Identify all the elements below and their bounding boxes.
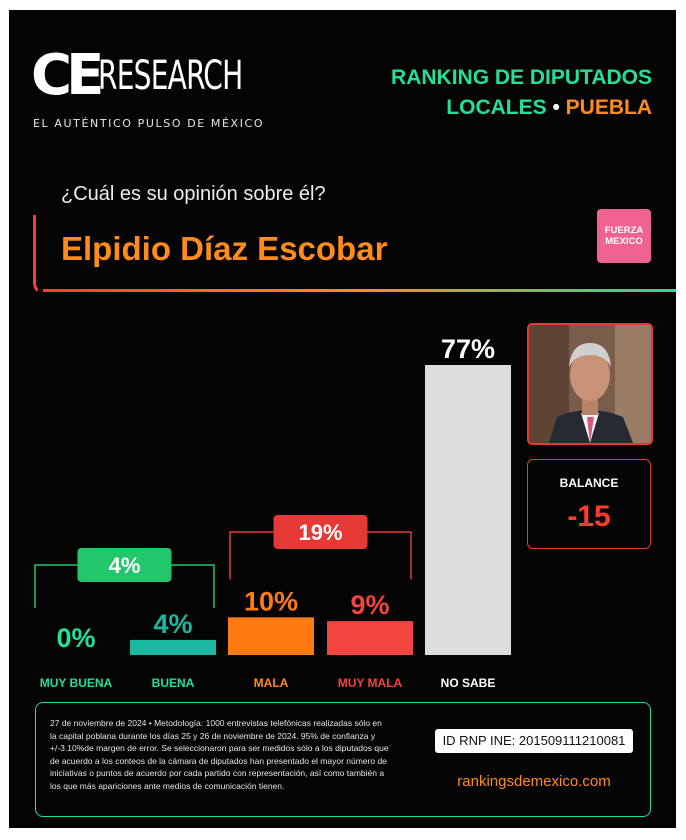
logo-tagline: EL AUTÉNTICO PULSO DE MÉXICO bbox=[33, 117, 265, 130]
category-label-muy-buena: MUY BUENA bbox=[40, 676, 113, 690]
party-logo-line1: FUERZA bbox=[604, 225, 644, 236]
value-label-muy-mala: 9% bbox=[350, 590, 389, 620]
ranking-title-line1: RANKING DE DIPUTADOS bbox=[391, 66, 652, 89]
bar-buena bbox=[130, 639, 216, 655]
bar-no-sabe bbox=[425, 365, 511, 655]
infographic-canvas: CE RESEARCH EL AUTÉNTICO PULSO DE MÉXICO… bbox=[9, 10, 676, 828]
candidate-portrait-icon bbox=[529, 325, 651, 443]
methodology-text: 27 de noviembre de 2024 • Metodología: 1… bbox=[50, 718, 389, 791]
party-logo-line2: MEXICO bbox=[605, 236, 643, 247]
bar-mala bbox=[228, 617, 314, 655]
group-label-1: 19% bbox=[298, 520, 342, 545]
methodology-box: 27 de noviembre de 2024 • Metodología: 1… bbox=[35, 702, 651, 817]
category-label-mala: MALA bbox=[254, 676, 289, 690]
value-label-muy-buena: 0% bbox=[56, 623, 95, 653]
balance-value: -15 bbox=[567, 500, 611, 533]
name-bracket-decoration bbox=[33, 215, 676, 295]
ranking-title-line2: LOCALES • PUEBLA bbox=[446, 96, 652, 120]
candidate-name: Elpidio Díaz Escobar bbox=[61, 230, 388, 267]
opinion-bar-chart: 0% MUY BUENA 4% BUENA 10% MALA 9% MUY MALA 77% NO… bbox=[34, 334, 511, 690]
ranking-puebla: PUEBLA bbox=[565, 96, 652, 119]
group-pill-0 bbox=[77, 548, 172, 582]
balance-box: BALANCE -15 bbox=[527, 459, 651, 549]
candidate-photo bbox=[527, 323, 653, 445]
category-label-no-sabe: NO SABE bbox=[441, 676, 496, 690]
party-logo: FUERZA MEXICO bbox=[597, 209, 651, 263]
balance-label: BALANCE bbox=[559, 476, 619, 490]
category-label-muy-mala: MUY MALA bbox=[338, 676, 403, 690]
group-label-0: 4% bbox=[109, 553, 141, 578]
bar-muy-mala bbox=[327, 621, 413, 655]
value-label-no-sabe: 77% bbox=[441, 334, 495, 364]
value-label-buena: 4% bbox=[153, 609, 192, 639]
question-text: ¿Cuál es su opinión sobre él? bbox=[61, 183, 326, 205]
logo-ce: CE bbox=[31, 43, 104, 108]
value-label-mala: 10% bbox=[244, 586, 298, 616]
rnp-id-badge: ID RNP INE: 201509111210081 bbox=[435, 729, 633, 753]
name-underline-decoration bbox=[43, 289, 676, 292]
logo-research: RESEARCH bbox=[98, 53, 243, 99]
category-label-buena: BUENA bbox=[152, 676, 195, 690]
ranking-bullet: • bbox=[546, 96, 566, 119]
ranking-locales: LOCALES bbox=[446, 96, 547, 119]
website-link[interactable]: rankingsdemexico.com bbox=[457, 773, 611, 790]
group-pill-1 bbox=[273, 515, 368, 549]
